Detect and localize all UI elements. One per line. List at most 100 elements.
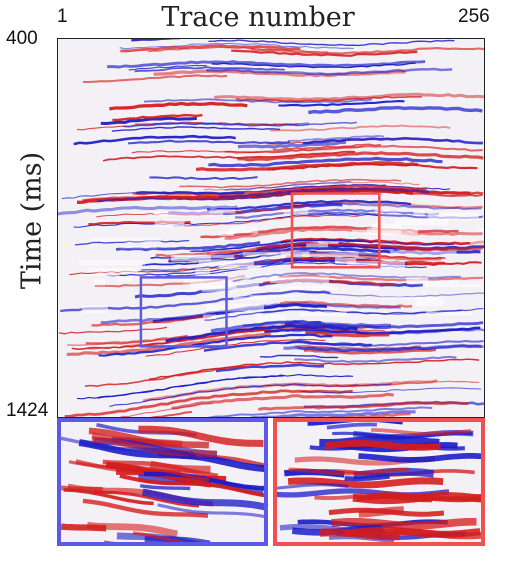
reflection-event	[214, 92, 485, 102]
reflection-event	[57, 205, 238, 216]
reflection-event	[128, 65, 207, 71]
noise-patch	[422, 284, 483, 287]
reflection-event	[149, 358, 480, 380]
reflection-event	[102, 150, 356, 162]
noise-patch	[87, 268, 139, 273]
reflection-event	[287, 135, 384, 142]
noise-patch	[394, 218, 449, 226]
reflection-event	[237, 140, 347, 149]
x-tick-end: 256	[458, 6, 490, 27]
reflection-event	[258, 401, 469, 411]
reflection-event	[278, 200, 483, 210]
reflection-event	[143, 98, 373, 104]
reflection-event	[206, 67, 453, 76]
noise-patch	[206, 303, 264, 312]
noise-patch	[405, 276, 429, 283]
noise-patch	[482, 216, 485, 221]
noise-patch	[153, 211, 224, 217]
reflection-event	[73, 134, 236, 146]
reflection-event	[224, 181, 351, 191]
noise-patch	[361, 285, 380, 291]
noise-patch	[229, 226, 258, 234]
reflection-event	[112, 113, 203, 122]
noise-patch	[117, 277, 133, 282]
reflection-event	[210, 319, 392, 333]
reflection-event	[120, 44, 301, 53]
reflection-event	[254, 145, 363, 154]
reflection-event	[136, 191, 245, 195]
reflection-event	[294, 355, 457, 364]
reflection-event	[171, 392, 394, 410]
reflection-event	[270, 124, 451, 132]
noise-patch	[407, 280, 460, 285]
reflection-event	[191, 239, 372, 253]
reflection-event	[131, 38, 202, 42]
y-tick-top: 400	[6, 28, 38, 49]
noise-patch	[233, 297, 268, 301]
red-region-box	[290, 192, 381, 269]
noise-patch	[120, 246, 157, 249]
reflection-event	[202, 238, 455, 251]
reflection-event	[237, 151, 484, 162]
noise-patch	[470, 240, 485, 246]
reflection-event	[73, 213, 380, 228]
reflection-event	[301, 387, 482, 394]
noise-patch	[390, 250, 457, 255]
noise-patch	[371, 223, 402, 229]
red-inset	[273, 418, 485, 546]
noise-patch	[280, 287, 338, 291]
reflection-event	[231, 49, 418, 57]
reflection-event	[285, 339, 484, 348]
reflection-event	[98, 333, 333, 357]
reflection-event	[132, 184, 427, 196]
reflection-event	[279, 300, 413, 309]
reflection-event	[76, 122, 299, 131]
reflection-event	[208, 39, 455, 47]
noise-patch	[374, 209, 412, 213]
noise-patch	[318, 241, 339, 245]
reflection-event	[116, 403, 213, 418]
reflection-event	[195, 161, 419, 172]
noise-patch	[352, 229, 402, 234]
red-inset-frame	[273, 418, 485, 546]
reflection-events	[57, 38, 485, 418]
inset-event	[57, 485, 103, 492]
noise-patch	[195, 268, 211, 276]
reflection-event	[149, 176, 258, 181]
reflection-event	[115, 241, 261, 252]
reflection-event	[284, 320, 484, 330]
inset-event	[149, 460, 211, 474]
reflection-event	[282, 412, 411, 418]
blue-inset-events	[57, 422, 269, 546]
reflection-event	[197, 406, 433, 418]
inset-event	[119, 473, 266, 498]
inset-event	[325, 440, 441, 451]
noise-patch	[203, 314, 217, 319]
reflection-event	[100, 116, 197, 126]
reflection-event	[122, 121, 358, 128]
noise-patch	[91, 238, 162, 242]
noise-patch	[428, 212, 479, 221]
noise-patch	[154, 221, 185, 228]
reflection-event	[84, 365, 248, 387]
noise-patch	[83, 274, 120, 277]
inset-event	[82, 498, 209, 518]
inset-event	[344, 474, 390, 482]
noise-patch	[334, 257, 357, 264]
noise-patch	[478, 227, 485, 232]
noise-patch	[255, 314, 286, 322]
reflection-event	[134, 66, 285, 73]
noise-patch	[280, 251, 310, 258]
noise-patch	[78, 260, 146, 266]
inset-event	[68, 460, 210, 482]
noise-patch	[219, 231, 234, 237]
inset-event	[331, 517, 477, 530]
blue-inset-frame	[57, 418, 268, 546]
inset-event	[60, 523, 107, 532]
reflection-event	[128, 139, 291, 145]
inset-event	[157, 503, 268, 519]
reflection-event	[281, 380, 480, 388]
reflection-event	[308, 105, 483, 115]
noise-patch	[81, 305, 108, 314]
inset-event	[358, 506, 405, 518]
